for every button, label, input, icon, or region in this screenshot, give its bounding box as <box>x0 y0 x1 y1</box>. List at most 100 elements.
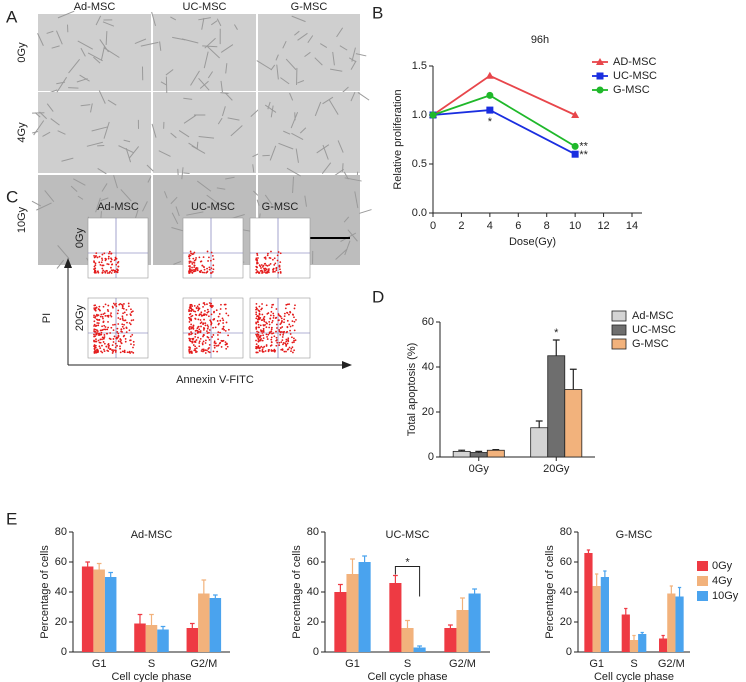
cell <box>51 45 60 49</box>
marker <box>571 142 579 150</box>
event <box>108 252 110 255</box>
event <box>119 347 122 350</box>
event <box>194 333 197 336</box>
event <box>275 269 278 272</box>
event <box>214 342 217 345</box>
event <box>93 323 96 326</box>
event <box>294 339 297 342</box>
marker <box>486 106 494 114</box>
x-tick-label: 0Gy <box>469 463 490 475</box>
event <box>275 308 278 310</box>
error-bar <box>447 624 453 628</box>
event <box>210 323 213 326</box>
event <box>195 347 198 350</box>
event <box>293 320 296 323</box>
event <box>263 267 265 270</box>
event <box>219 319 222 322</box>
event <box>101 344 103 347</box>
bar <box>401 628 414 652</box>
event <box>132 351 135 354</box>
event <box>278 264 281 267</box>
event <box>259 334 262 337</box>
row-label: 4Gy <box>16 122 28 143</box>
event <box>259 338 262 341</box>
event <box>191 269 194 272</box>
x-axis-label: Cell cycle phase <box>111 671 191 682</box>
event <box>256 270 259 273</box>
error-bar <box>586 549 591 553</box>
cell <box>289 92 294 101</box>
event <box>211 254 214 257</box>
event <box>263 256 266 259</box>
event <box>283 318 286 321</box>
event <box>129 335 132 338</box>
event <box>210 272 213 274</box>
cell <box>207 46 220 59</box>
event <box>212 264 215 267</box>
event <box>200 260 203 263</box>
event <box>208 268 211 271</box>
event <box>293 307 296 310</box>
bar <box>198 593 210 652</box>
event <box>265 326 268 329</box>
event <box>265 345 268 347</box>
event <box>109 260 112 263</box>
event <box>115 302 117 305</box>
cell <box>332 51 335 66</box>
event <box>255 308 257 311</box>
line <box>432 74 576 116</box>
event <box>266 336 268 338</box>
event <box>98 261 101 264</box>
y-tick-label: 60 <box>55 556 67 568</box>
event <box>217 344 219 347</box>
cell <box>295 148 299 163</box>
event <box>268 323 271 326</box>
event <box>278 344 281 347</box>
event <box>268 320 271 323</box>
row-label: 0Gy <box>16 42 28 63</box>
event <box>204 322 207 325</box>
y-tick-label: 0 <box>428 451 434 463</box>
error-bar <box>85 561 90 567</box>
event <box>190 351 193 354</box>
event <box>132 319 135 321</box>
legend-swatch <box>697 591 708 601</box>
event <box>115 263 118 266</box>
event <box>263 345 266 348</box>
event <box>282 343 284 346</box>
event <box>120 339 122 342</box>
event <box>109 332 112 334</box>
cell <box>171 227 183 232</box>
event <box>95 254 97 257</box>
cell <box>32 130 39 134</box>
cell <box>297 32 308 41</box>
event <box>107 255 110 258</box>
cell <box>57 130 66 135</box>
cell <box>285 58 297 71</box>
cell <box>128 146 140 159</box>
event <box>102 317 104 320</box>
error-bar <box>569 368 577 390</box>
event <box>208 351 211 354</box>
event <box>194 341 197 344</box>
event <box>263 269 266 271</box>
event <box>225 347 228 350</box>
error-bar <box>417 645 423 648</box>
event <box>116 269 119 272</box>
event <box>255 265 258 268</box>
event <box>191 272 194 274</box>
event <box>93 254 95 257</box>
event <box>212 334 215 336</box>
cell <box>100 197 109 202</box>
event <box>256 258 258 261</box>
event <box>112 350 115 353</box>
event <box>190 315 193 318</box>
event <box>196 305 199 308</box>
event <box>255 347 257 350</box>
event <box>270 306 273 309</box>
event <box>278 341 281 344</box>
y-tick-label: 0 <box>61 646 67 658</box>
cell <box>101 183 108 192</box>
event <box>256 351 259 354</box>
